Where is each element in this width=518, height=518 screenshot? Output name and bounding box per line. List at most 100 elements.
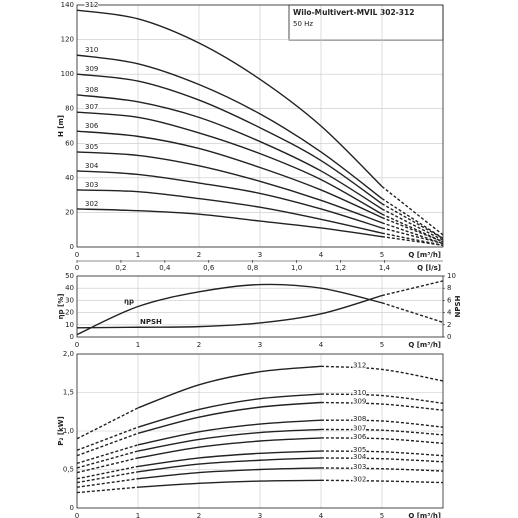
curve-label: 304 xyxy=(353,453,367,461)
curve-label: 305 xyxy=(353,446,366,454)
curve-label: 306 xyxy=(85,122,99,130)
x-tick-label: 2 xyxy=(197,512,201,518)
curve xyxy=(76,478,139,488)
curve xyxy=(320,393,444,404)
y-tick-label: 2,0 xyxy=(63,350,74,358)
y-tick-label: 40 xyxy=(65,174,74,182)
chart-title: Wilo-Multivert-MVIL 302-312 xyxy=(293,8,414,17)
x-tick-label: 4 xyxy=(319,341,324,349)
curve xyxy=(137,450,322,468)
curve xyxy=(137,467,322,480)
curve xyxy=(76,294,383,329)
curve xyxy=(320,457,444,463)
curve-label: NPSH xyxy=(140,318,162,326)
curve xyxy=(320,428,444,436)
x-tick-label: 4 xyxy=(319,251,324,259)
y-tick-label: 1,0 xyxy=(63,427,74,435)
curve xyxy=(320,437,444,445)
x2-tick-label: 0,8 xyxy=(247,264,258,272)
y-axis-label: P₂ [kW] xyxy=(57,416,65,445)
curve-label: 306 xyxy=(353,433,367,441)
curve xyxy=(76,450,139,469)
curve-label: 302 xyxy=(353,475,366,483)
curve xyxy=(137,401,322,434)
curve xyxy=(76,73,383,205)
curve-label: 302 xyxy=(85,200,98,208)
curve xyxy=(137,437,322,459)
plot-frame xyxy=(76,4,444,248)
y2-tick-label: 8 xyxy=(447,284,451,292)
y-tick-label: 10 xyxy=(65,321,74,329)
x2-tick-label: 0,6 xyxy=(203,264,215,272)
curve xyxy=(76,54,383,200)
x-tick-label: 5 xyxy=(380,251,384,259)
curve xyxy=(76,111,383,215)
x-tick-label: 2 xyxy=(197,251,201,259)
curve-label: 303 xyxy=(85,181,98,189)
curve xyxy=(76,208,383,238)
curve-label: 312 xyxy=(353,361,366,369)
curve xyxy=(137,419,322,446)
curve xyxy=(381,216,444,243)
curve xyxy=(76,407,139,440)
curve-label: 312 xyxy=(85,1,98,9)
x-tick-label: 1 xyxy=(136,251,140,259)
plot-frame xyxy=(76,275,444,338)
y2-tick-label: 4 xyxy=(447,309,452,317)
curve-label: ηp xyxy=(124,298,134,306)
y2-tick-label: 10 xyxy=(447,272,456,280)
y-tick-label: 80 xyxy=(65,105,74,113)
curve xyxy=(76,9,383,187)
curve xyxy=(381,198,444,239)
curve xyxy=(381,222,444,245)
y2-tick-label: 0 xyxy=(447,333,451,341)
curve xyxy=(76,444,139,465)
curve xyxy=(381,232,444,246)
curve xyxy=(76,94,383,210)
curve xyxy=(381,235,444,246)
curve xyxy=(320,419,444,428)
y-tick-label: 120 xyxy=(61,36,74,44)
y-tick-label: 30 xyxy=(65,296,74,304)
curve xyxy=(320,467,444,472)
x-tick-label: 5 xyxy=(380,341,384,349)
x-tick-label: 4 xyxy=(319,512,324,518)
x-tick-label: 2 xyxy=(197,341,201,349)
y-tick-label: 0 xyxy=(70,333,74,341)
y-tick-label: 0,5 xyxy=(63,466,74,474)
x2-tick-label: 0,2 xyxy=(115,264,126,272)
y2-axis-label: NPSH xyxy=(454,295,462,317)
x2-axis-label: Q [l/s] xyxy=(417,264,441,272)
x-tick-label: 1 xyxy=(136,512,140,518)
chart-subtitle: 50 Hz xyxy=(293,20,313,28)
y-axis-label: ηp [%] xyxy=(57,294,65,320)
curve-label: 307 xyxy=(85,103,98,111)
curve-label: 304 xyxy=(85,162,99,170)
curve-label: 307 xyxy=(353,424,366,432)
curve xyxy=(320,479,444,484)
x2-tick-label: 1,2 xyxy=(335,264,346,272)
curve xyxy=(320,365,444,382)
curve xyxy=(137,479,322,488)
y-tick-label: 1,5 xyxy=(63,389,74,397)
y-tick-label: 20 xyxy=(65,309,74,317)
curve-label: 310 xyxy=(353,389,366,397)
x2-tick-label: 0 xyxy=(75,264,79,272)
curve xyxy=(76,426,139,451)
y-tick-label: 20 xyxy=(65,208,74,216)
x-tick-label: 5 xyxy=(380,512,384,518)
curve-label: 305 xyxy=(85,143,98,151)
curve xyxy=(381,302,444,324)
x2-tick-label: 1,4 xyxy=(379,264,391,272)
x-tick-label: 1 xyxy=(136,341,140,349)
curve xyxy=(137,365,322,409)
curve xyxy=(137,428,322,452)
y-axis-label: H [m] xyxy=(57,115,65,137)
x-tick-label: 0 xyxy=(75,512,79,518)
y2-tick-label: 2 xyxy=(447,321,451,329)
curve-label: 310 xyxy=(85,46,98,54)
curve xyxy=(381,227,444,245)
x-axis-label: Q [m³/h] xyxy=(408,512,441,518)
x-axis-label: Q [m³/h] xyxy=(408,341,441,349)
